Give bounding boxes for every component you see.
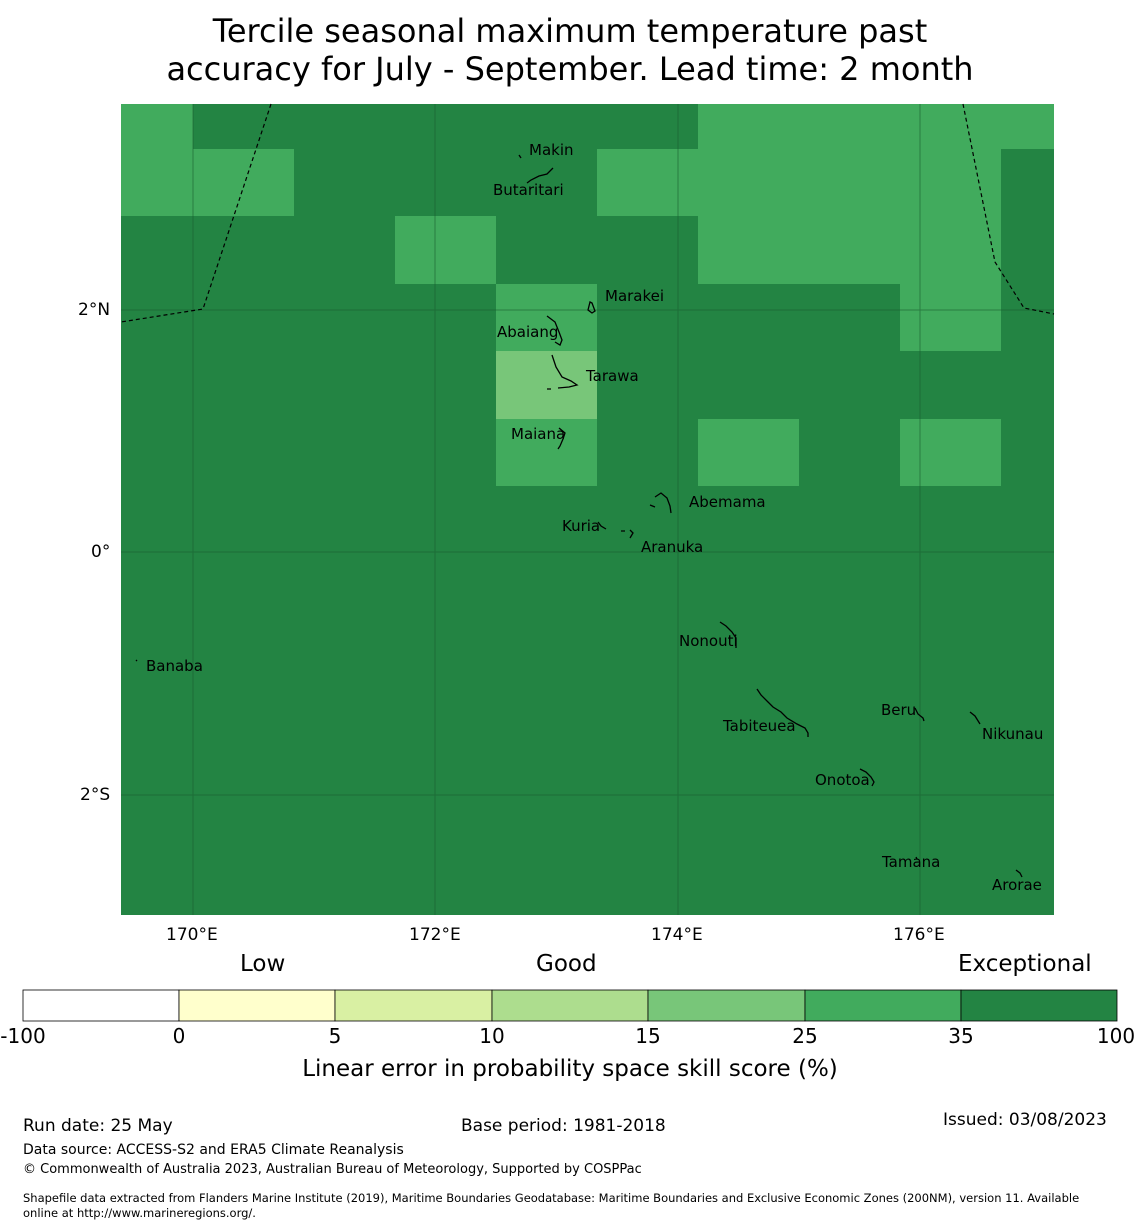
label-marakei: Marakei	[605, 287, 664, 305]
label-nonouti: Nonouti	[679, 632, 738, 650]
copyright: © Commonwealth of Australia 2023, Austra…	[23, 1162, 642, 1177]
colorbar-tick: 5	[328, 1024, 342, 1048]
banaba-outline	[135, 659, 138, 662]
cell-good	[496, 419, 597, 486]
arorae-outline	[1015, 869, 1023, 878]
label-tarawa: Tarawa	[585, 367, 639, 385]
colorbar-tick: 100	[1096, 1024, 1136, 1048]
label-abemama: Abemama	[689, 493, 766, 511]
maiana-outline	[557, 427, 566, 450]
label-aranuka: Aranuka	[641, 538, 703, 556]
cell-good-light	[496, 351, 597, 419]
island-outlines	[135, 154, 1023, 878]
abemama-outline	[649, 492, 672, 514]
label-butaritari: Butaritari	[493, 181, 564, 199]
colorbar-segment	[960, 989, 1118, 1022]
cell-good	[121, 104, 193, 216]
label-abaiang: Abaiang	[497, 323, 558, 341]
colorbar-segment	[22, 989, 180, 1022]
chart-title-line-2: accuracy for July - September. Lead time…	[166, 50, 974, 88]
cell-good	[698, 419, 799, 486]
x-tick-170E: 170°E	[166, 925, 218, 945]
tamana-outline	[915, 856, 918, 860]
colorbar-segment	[491, 989, 649, 1022]
colorbar-tick: 35	[948, 1024, 974, 1048]
cell-good	[193, 149, 294, 216]
x-tick-172E: 172°E	[409, 925, 461, 945]
label-tabiteuea: Tabiteuea	[722, 717, 796, 735]
abaiang-outline	[546, 315, 563, 346]
colorbar-segment	[334, 989, 493, 1022]
butaritari-outline	[526, 167, 554, 184]
x-tick-176E: 176°E	[893, 925, 945, 945]
colorbar-segment	[178, 989, 336, 1022]
cell-good	[395, 216, 496, 284]
base-period: Base period: 1981-2018	[461, 1116, 666, 1136]
onotoa-outline	[859, 768, 875, 787]
cell-good	[900, 419, 1001, 486]
aranuka-outline	[629, 529, 634, 539]
colorbar-segment	[647, 989, 806, 1022]
shapefile-credit-line-2: online at http://www.marineregions.org/.	[23, 1206, 256, 1220]
data-source: Data source: ACCESS-S2 and ERA5 Climate …	[23, 1142, 404, 1158]
label-maiana: Maiana	[511, 425, 565, 443]
colorbar-category-good: Good	[536, 951, 597, 977]
beru-outline	[914, 707, 925, 722]
label-nikunau: Nikunau	[982, 725, 1043, 743]
nonouti-outline	[719, 621, 737, 648]
y-tick-2N: 2°N	[78, 300, 111, 320]
label-tamana: Tamana	[881, 853, 940, 871]
run-date: Run date: 25 May	[23, 1116, 173, 1136]
label-kuria: Kuria	[562, 517, 600, 535]
colorbar-tick: 15	[635, 1024, 661, 1048]
colorbar-category-low: Low	[240, 951, 286, 977]
chart-title-line-1: Tercile seasonal maximum temperature pas…	[212, 12, 928, 50]
colorbar-tick: 0	[172, 1024, 186, 1048]
eez-boundaries	[120, 103, 1055, 323]
tarawa-outline	[547, 354, 579, 390]
colorbar-category-exceptional: Exceptional	[958, 951, 1092, 977]
colorbar-tick: 10	[479, 1024, 505, 1048]
y-tick-0: 0°	[91, 542, 111, 562]
nikunau-outline	[969, 711, 981, 725]
label-makin: Makin	[529, 141, 574, 159]
cell-good	[698, 104, 1054, 149]
y-tick-2S: 2°S	[80, 785, 111, 805]
colorbar	[22, 989, 1118, 1022]
tabiteuea-outline	[756, 688, 809, 737]
makin-outline	[518, 154, 522, 159]
label-arorae: Arorae	[992, 876, 1042, 894]
skill-cells	[121, 104, 1054, 486]
issued-date: Issued: 03/08/2023	[943, 1110, 1107, 1130]
shapefile-credit-line-1: Shapefile data extracted from Flanders M…	[23, 1191, 1080, 1205]
place-labels: Makin Butaritari Marakei Abaiang Tarawa …	[146, 141, 1043, 894]
cell-good	[597, 149, 1001, 216]
label-banaba: Banaba	[146, 657, 203, 675]
colorbar-label: Linear error in probability space skill …	[302, 1056, 838, 1082]
label-onotoa: Onotoa	[815, 771, 870, 789]
cell-good	[698, 216, 1001, 284]
kuria-outline	[597, 521, 625, 532]
colorbar-segment	[804, 989, 962, 1022]
marakei-outline	[587, 301, 596, 314]
label-beru: Beru	[881, 701, 916, 719]
x-tick-174E: 174°E	[651, 925, 703, 945]
colorbar-tick: 25	[792, 1024, 818, 1048]
cell-good	[900, 284, 1001, 351]
colorbar-tick: -100	[0, 1024, 46, 1048]
cell-good	[496, 284, 597, 351]
